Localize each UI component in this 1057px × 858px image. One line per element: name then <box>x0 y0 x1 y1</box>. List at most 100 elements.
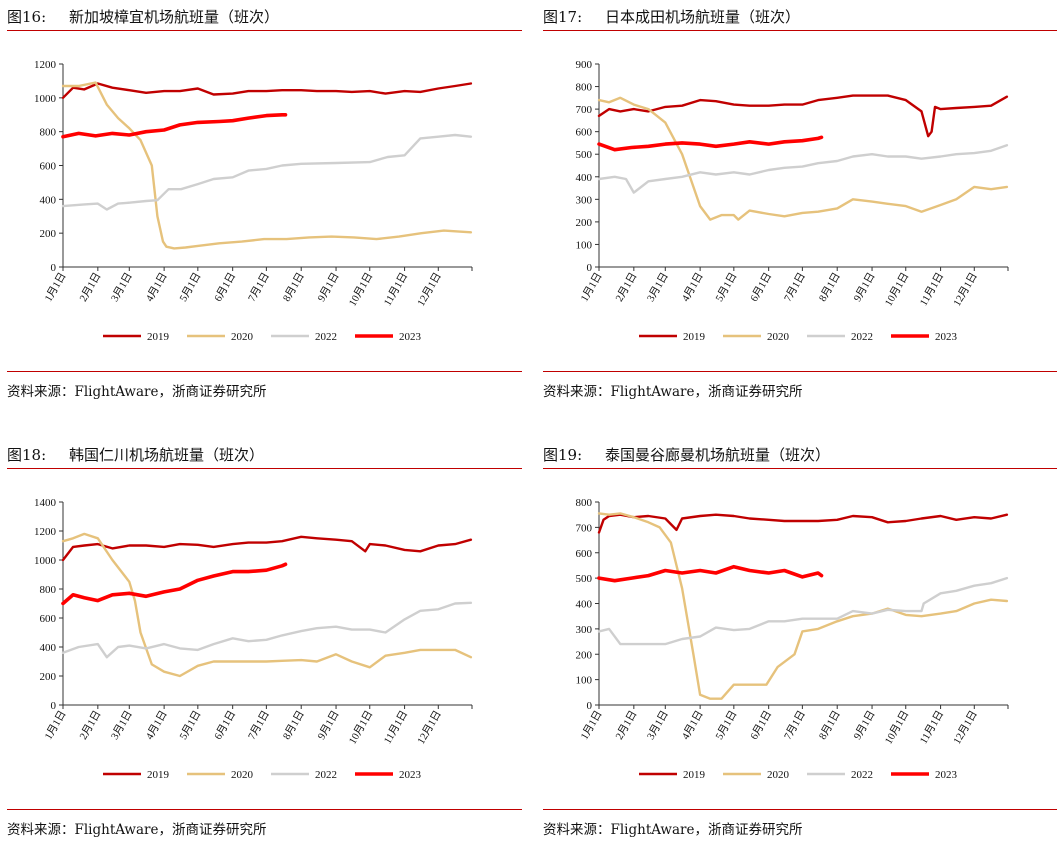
figure-caption: 泰国曼谷廊曼机场航班量（班次） <box>605 446 831 464</box>
y-tick-label: 200 <box>40 228 57 240</box>
x-tick-label: 12月1日 <box>951 271 980 309</box>
source-rule <box>543 371 1057 372</box>
series-line-2022 <box>597 576 1009 646</box>
x-tick-label: 7月1日 <box>246 271 272 304</box>
x-tick-label: 5月1日 <box>713 709 739 742</box>
x-tick-label: 3月1日 <box>109 271 135 304</box>
figure-title: 图16: 新加坡樟宜机场航班量（班次） <box>7 6 279 27</box>
series-line-2023 <box>597 564 824 583</box>
y-tick-label: 0 <box>51 262 57 274</box>
legend-label-2020: 2020 <box>767 331 790 343</box>
x-tick-label: 2月1日 <box>613 271 639 304</box>
y-tick-label: 1000 <box>34 93 57 105</box>
source-text: FlightAware，浙商证券研究所 <box>74 384 267 400</box>
series-line-2019 <box>61 535 473 562</box>
figure-title: 图17: 日本成田机场航班量（班次） <box>543 6 800 27</box>
x-tick-label: 12月1日 <box>415 709 444 747</box>
legend-label-2019: 2019 <box>683 331 706 343</box>
title-rule <box>7 30 522 31</box>
x-tick-label: 5月1日 <box>177 709 203 742</box>
chart-tokyo-narita: 0 100 200 300 400 500 600 700 800 900 1月1日 2月1日 3月1日… <box>576 59 1009 343</box>
x-tick-label: 9月1日 <box>315 271 341 304</box>
source-note: 资料来源：FlightAware，浙商证券研究所 <box>543 380 802 400</box>
source-note: 资料来源：FlightAware，浙商证券研究所 <box>7 818 266 838</box>
legend-label-2020: 2020 <box>231 331 254 343</box>
series-line-2019 <box>61 82 473 99</box>
x-tick-label: 4月1日 <box>680 271 706 304</box>
series-line-2023 <box>61 113 288 139</box>
x-tick-label: 4月1日 <box>680 709 706 742</box>
legend-label-2020: 2020 <box>231 769 254 781</box>
title-rule <box>543 30 1057 31</box>
x-tick-label: 11月1日 <box>382 271 411 309</box>
series-line-2022 <box>61 601 473 659</box>
legend-label-2023: 2023 <box>935 331 958 343</box>
figure-title: 图19: 泰国曼谷廊曼机场航班量（班次） <box>543 444 830 465</box>
x-tick-label: 1月1日 <box>42 709 68 742</box>
series-line-2020 <box>597 512 1009 700</box>
x-tick-label: 8月1日 <box>817 271 843 304</box>
series-line-2020 <box>61 532 473 678</box>
y-tick-label: 400 <box>40 642 57 654</box>
y-tick-label: 200 <box>40 671 57 683</box>
legend-label-2019: 2019 <box>147 769 170 781</box>
legend-label-2019: 2019 <box>683 769 706 781</box>
y-tick-label: 600 <box>576 127 593 139</box>
chart-singapore-changi: 0 200 400 600 800 1000 1200 1月1日 2月1日 3月1日 4月1日 5月1… <box>34 59 473 343</box>
x-tick-label: 8月1日 <box>281 271 307 304</box>
x-tick-label: 3月1日 <box>645 709 671 742</box>
x-tick-label: 4月1日 <box>144 709 170 742</box>
y-tick-label: 800 <box>40 127 57 139</box>
x-tick-label: 9月1日 <box>851 709 877 742</box>
x-tick-label: 12月1日 <box>415 271 444 309</box>
x-tick-label: 3月1日 <box>109 709 135 742</box>
x-tick-label: 8月1日 <box>817 709 843 742</box>
source-text: FlightAware，浙商证券研究所 <box>74 822 267 838</box>
figure-title: 图18: 韩国仁川机场航班量（班次） <box>7 444 264 465</box>
x-tick-label: 6月1日 <box>748 709 774 742</box>
y-tick-label: 700 <box>576 522 593 534</box>
series-line-2020 <box>61 81 473 250</box>
y-tick-label: 700 <box>576 104 593 116</box>
series-line-2019 <box>597 94 1009 138</box>
x-tick-label: 4月1日 <box>144 271 170 304</box>
x-tick-label: 10月1日 <box>883 271 912 309</box>
x-tick-label: 11月1日 <box>382 709 411 747</box>
series-line-2019 <box>597 513 1009 534</box>
x-tick-label: 9月1日 <box>315 709 341 742</box>
x-tick-label: 1月1日 <box>578 271 604 304</box>
y-tick-label: 200 <box>576 217 593 229</box>
figure-caption: 日本成田机场航班量（班次） <box>605 8 801 26</box>
legend-label-2019: 2019 <box>147 331 170 343</box>
figure-number: 图17: <box>543 8 583 26</box>
y-tick-label: 400 <box>40 194 57 206</box>
figure-panel-18: 图18: 韩国仁川机场航班量（班次） 0 200 400 600 800 1000 1200 1… <box>7 438 522 858</box>
y-tick-label: 300 <box>576 624 593 636</box>
figure-panel-17: 图17: 日本成田机场航班量（班次） 0 100 200 300 400 500 600 700… <box>543 0 1057 420</box>
y-tick-label: 0 <box>587 700 593 712</box>
y-tick-label: 600 <box>40 161 57 173</box>
source-label: 资料来源： <box>543 384 611 400</box>
legend-label-2022: 2022 <box>315 331 337 343</box>
series-line-2020 <box>597 96 1009 221</box>
y-tick-label: 500 <box>576 573 593 585</box>
x-tick-label: 1月1日 <box>42 271 68 304</box>
y-tick-label: 800 <box>576 497 593 509</box>
y-tick-label: 0 <box>51 700 57 712</box>
x-tick-label: 2月1日 <box>77 271 103 304</box>
source-rule <box>543 809 1057 810</box>
x-tick-label: 5月1日 <box>177 271 203 304</box>
x-tick-label: 7月1日 <box>782 709 808 742</box>
y-tick-label: 100 <box>576 675 593 687</box>
source-label: 资料来源： <box>7 822 75 838</box>
x-tick-label: 2月1日 <box>77 709 103 742</box>
x-tick-label: 6月1日 <box>212 709 238 742</box>
x-tick-label: 6月1日 <box>212 271 238 304</box>
x-tick-label: 7月1日 <box>246 709 272 742</box>
y-tick-label: 1400 <box>34 497 57 509</box>
y-tick-label: 1200 <box>34 59 57 71</box>
chart-seoul-incheon: 0 200 400 600 800 1000 1200 1400 1月1日 2月1日 3月1日 4月1… <box>34 497 473 781</box>
x-tick-label: 10月1日 <box>347 709 376 747</box>
source-label: 资料来源： <box>543 822 611 838</box>
figure-number: 图19: <box>543 446 583 464</box>
